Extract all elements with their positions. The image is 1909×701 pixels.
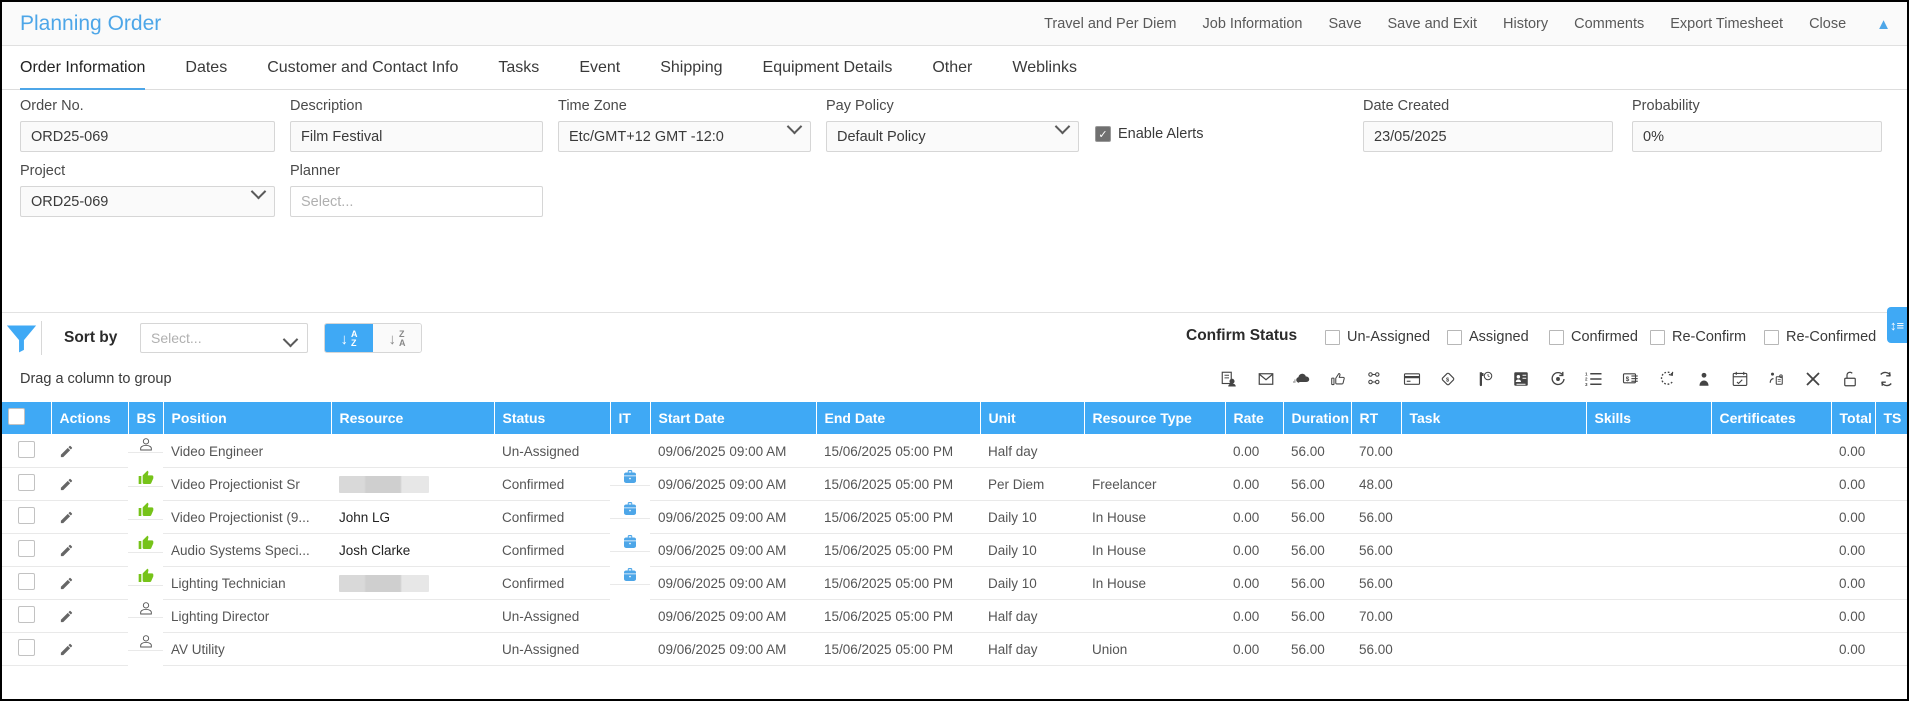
svg-text:1: 1 <box>1585 371 1588 376</box>
svg-text:$: $ <box>1625 376 1629 383</box>
svg-text:$: $ <box>1446 377 1450 383</box>
svg-text:2: 2 <box>1585 377 1588 382</box>
svg-text:3: 3 <box>1585 382 1588 387</box>
